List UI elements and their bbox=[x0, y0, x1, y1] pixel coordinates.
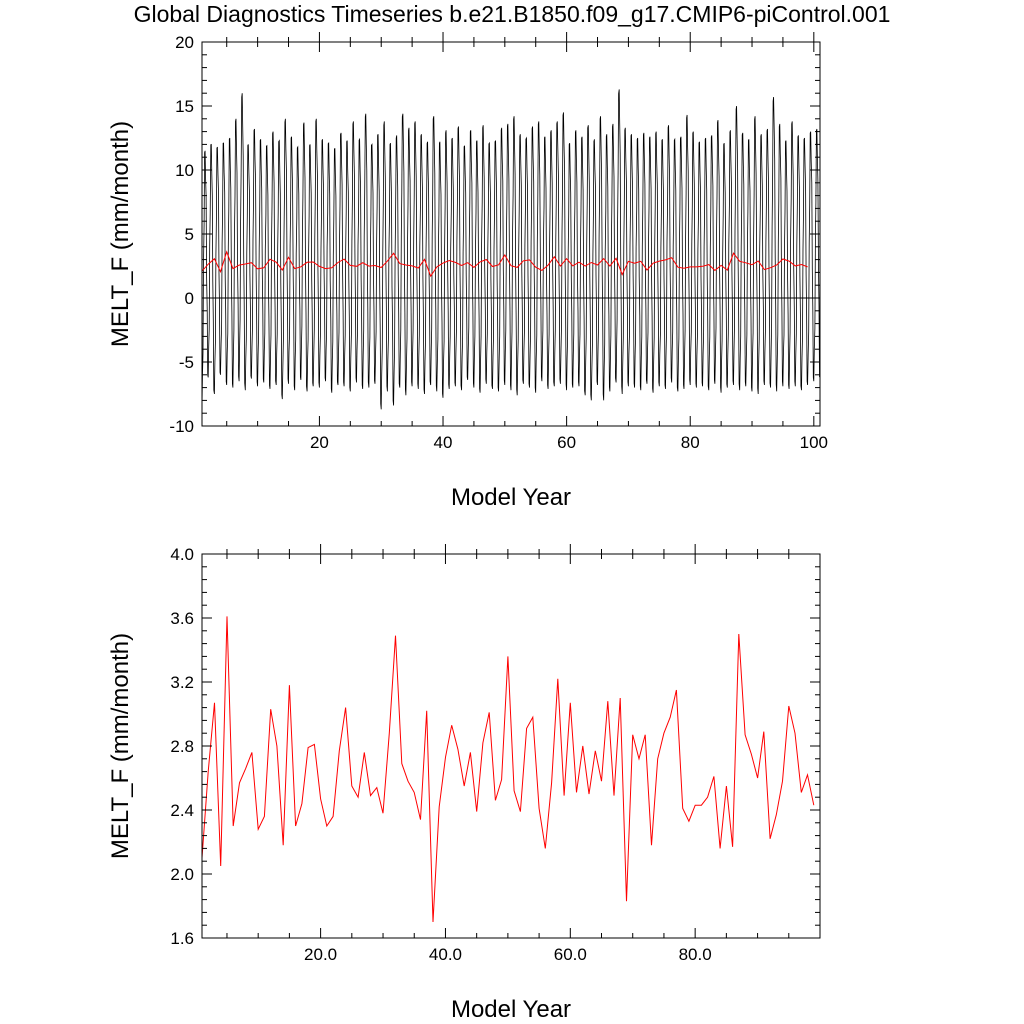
monthly-plot-area bbox=[201, 89, 820, 410]
y-tick-label: 2.4 bbox=[170, 801, 194, 820]
x-tick-label: 60.0 bbox=[554, 945, 587, 964]
monthly-x-axis-label: Model Year bbox=[451, 484, 571, 511]
x-tick-label: 20 bbox=[310, 433, 329, 452]
y-tick-label: 20 bbox=[175, 33, 194, 52]
annual-x-axis-label: Model Year bbox=[451, 996, 571, 1023]
x-tick-label: 20.0 bbox=[304, 945, 337, 964]
y-tick-label: 5 bbox=[185, 225, 194, 244]
x-tick-label: 60 bbox=[557, 433, 576, 452]
monthly-panel: 20 15 10 5 0 -5 -10 20 40 60 80 100 MELT_F (mm/mont… bbox=[107, 32, 828, 511]
figure-title: Global Diagnostics Timeseries b.e21.B185… bbox=[134, 1, 891, 27]
x-tick-label: 40.0 bbox=[429, 945, 462, 964]
y-tick-label: 1.6 bbox=[170, 929, 194, 948]
y-tick-label: 3.6 bbox=[170, 609, 194, 628]
y-tick-label: 10 bbox=[175, 161, 194, 180]
y-tick-label: 4.0 bbox=[170, 545, 194, 564]
x-tick-label: 40 bbox=[434, 433, 453, 452]
x-tick-label: 80 bbox=[681, 433, 700, 452]
annual-plot-area bbox=[201, 616, 815, 923]
annual-plot-frame bbox=[201, 553, 821, 939]
annual-mean-overlay-line bbox=[201, 250, 808, 278]
x-tick-label: 100 bbox=[800, 433, 828, 452]
monthly-y-axis-label: MELT_F (mm/month) bbox=[107, 121, 134, 347]
y-tick-label: 15 bbox=[175, 97, 194, 116]
y-tick-label: -5 bbox=[179, 353, 194, 372]
x-tick-label: 80.0 bbox=[679, 945, 712, 964]
annual-y-axis-label: MELT_F (mm/month) bbox=[107, 633, 134, 859]
monthly-series-line bbox=[201, 89, 820, 410]
annual-panel: 4.0 3.6 3.2 2.8 2.4 2.0 1.6 20.0 40.0 60.0 80.0 ME… bbox=[107, 544, 821, 1023]
annual-series-line bbox=[201, 616, 815, 923]
annual-ticks: 4.0 3.6 3.2 2.8 2.4 2.0 1.6 20.0 40.0 60.0 80.0 bbox=[170, 544, 820, 964]
y-tick-label: 0 bbox=[185, 289, 194, 308]
monthly-ticks: 20 15 10 5 0 -5 -10 20 40 60 80 100 bbox=[169, 32, 828, 452]
y-tick-label: 2.0 bbox=[170, 865, 194, 884]
y-tick-label: 2.8 bbox=[170, 737, 194, 756]
y-tick-label: -10 bbox=[169, 417, 194, 436]
y-tick-label: 3.2 bbox=[170, 673, 194, 692]
